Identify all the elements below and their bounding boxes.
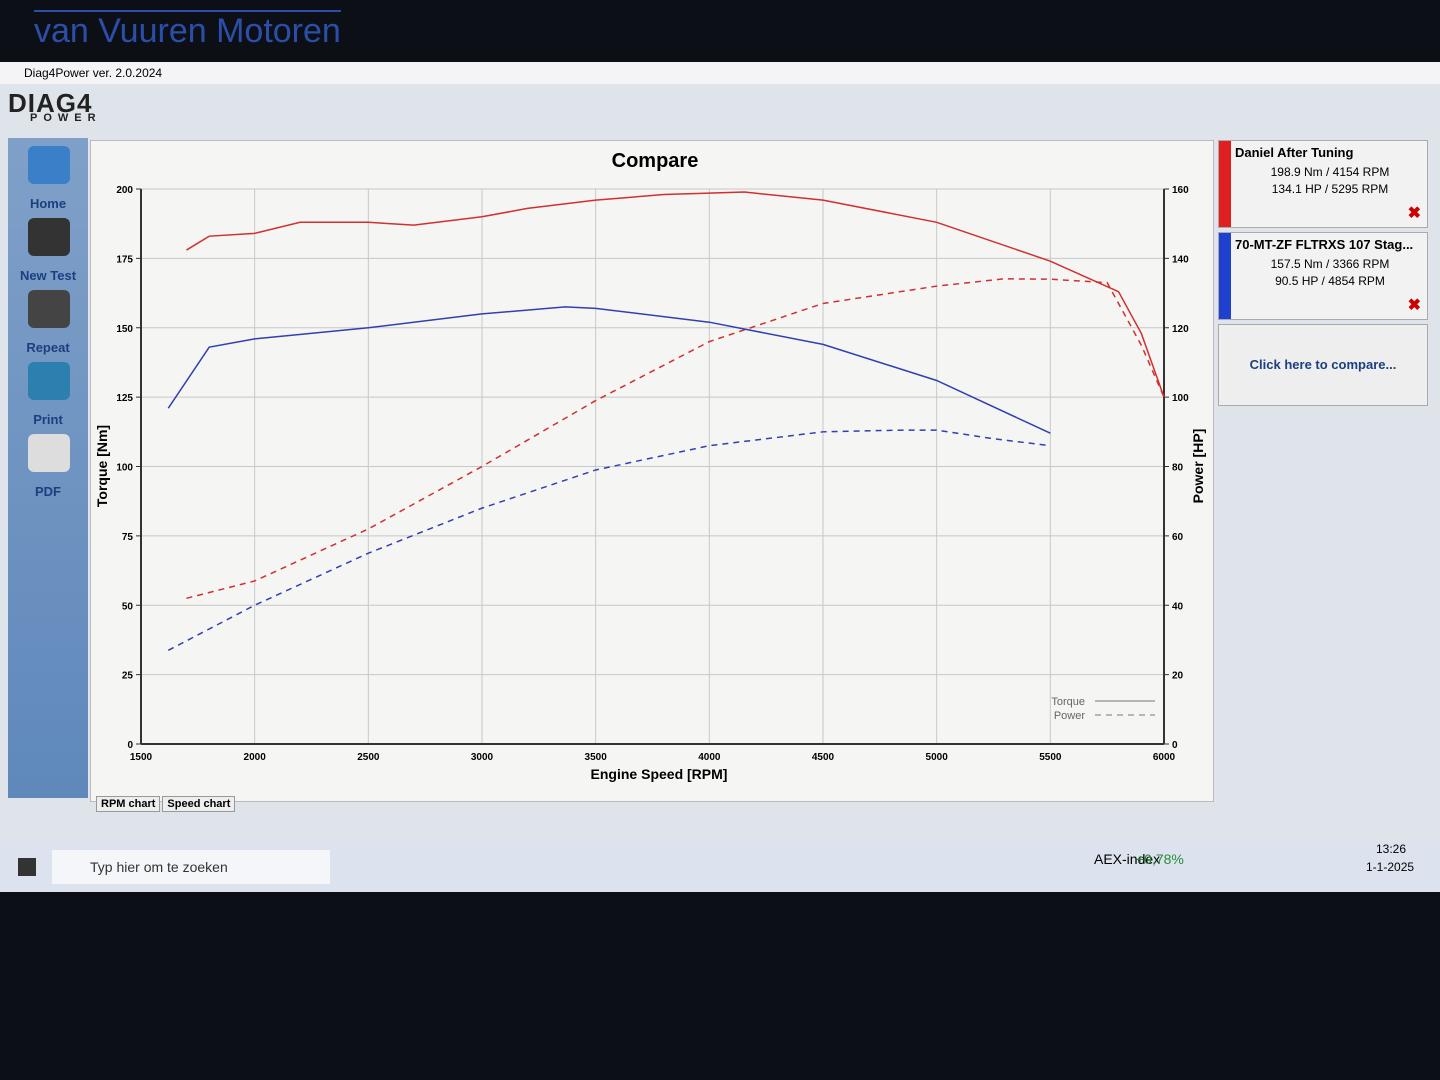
sidebar-item[interactable]: Home: [29, 196, 67, 211]
app-window: Diag4Power ver. 2.0.2024 DIAG4 POWER Hom…: [0, 62, 1440, 842]
x-tick-label: 5500: [1039, 752, 1062, 763]
sidebar-icon: [28, 434, 70, 472]
y2-axis-label: Power [HP]: [1190, 429, 1206, 504]
y-tick-label: 75: [122, 532, 134, 543]
run-color: [1219, 141, 1231, 227]
y2-tick-label: 80: [1172, 463, 1184, 474]
chart-panel: Compare Engine Speed [RPM] Torque [Nm] Powe…: [90, 140, 1214, 802]
run-stat: 198.9 Nm / 4154 RPM: [1270, 165, 1390, 179]
run-stat: 157.5 Nm / 3366 RPM: [1270, 257, 1390, 271]
sidebar-icon: [28, 290, 70, 328]
tabs: RPM chart Speed chart: [96, 796, 237, 812]
logo: DIAG4: [8, 88, 93, 118]
y2-tick-label: 20: [1172, 671, 1184, 682]
sidebar-item[interactable]: New Test: [19, 268, 77, 283]
y-tick-label: 125: [116, 393, 133, 404]
y2-tick-label: 160: [1172, 185, 1189, 196]
run-stat: 90.5 HP / 4854 RPM: [1275, 274, 1385, 288]
remove-button[interactable]: ✖: [1407, 205, 1421, 222]
sidebar-item[interactable]: Print: [33, 412, 63, 427]
x-tick-label: 4000: [698, 752, 721, 763]
y2-tick-label: 60: [1172, 532, 1184, 543]
y2-tick-label: 120: [1172, 324, 1189, 335]
x-tick-label: 6000: [1153, 752, 1176, 763]
y-tick-label: 175: [116, 254, 133, 265]
ticker[interactable]: AEX-index: [1094, 851, 1161, 867]
x-tick-label: 2000: [244, 752, 267, 763]
x-tick-label: 3000: [471, 752, 494, 763]
y-tick-label: 100: [116, 463, 133, 474]
run-card[interactable]: 70-MT-ZF FLTRXS 107 Stag... 157.5 Nm / 33…: [1218, 232, 1428, 320]
y2-tick-label: 140: [1172, 254, 1189, 265]
sidebar: Home New Test Repeat Print PDF: [8, 138, 88, 798]
clock-date: 1-1-2025: [1366, 860, 1415, 874]
x-tick-label: 2500: [357, 752, 380, 763]
start-button[interactable]: [18, 858, 36, 876]
compare-button[interactable]: Click here to compare...: [1218, 324, 1428, 406]
logo-sub: POWER: [30, 112, 102, 124]
remove-button[interactable]: ✖: [1407, 297, 1421, 314]
legend-label: Torque: [1051, 696, 1085, 708]
sidebar-icon: [28, 218, 70, 256]
search-placeholder: Typ hier om te zoeken: [90, 859, 228, 875]
chart-title: Compare: [612, 150, 699, 172]
run-stat: 134.1 HP / 5295 RPM: [1271, 182, 1389, 196]
tab[interactable]: RPM chart: [96, 796, 161, 812]
sidebar-icon: [28, 362, 70, 400]
data-line: [186, 191, 1165, 398]
tab[interactable]: Speed chart: [162, 796, 236, 812]
banner: van Vuuren Motoren: [34, 10, 341, 50]
x-tick-label: 4500: [812, 752, 835, 763]
run-name: Daniel After Tuning: [1235, 145, 1354, 160]
y2-tick-label: 0: [1172, 740, 1178, 751]
run-name: 70-MT-ZF FLTRXS 107 Stag...: [1235, 237, 1414, 252]
x-tick-label: 5000: [926, 752, 949, 763]
ticker-change: +0,78%: [1136, 851, 1184, 867]
clock-time: 13:26: [1376, 842, 1407, 856]
title-bar: Diag4Power ver. 2.0.2024: [0, 62, 1440, 84]
run-color: [1219, 233, 1231, 319]
x-tick-label: 1500: [130, 752, 153, 763]
y-tick-label: 200: [116, 185, 133, 196]
data-line: [167, 429, 1051, 652]
x-tick-label: 3500: [585, 752, 608, 763]
window-title: Diag4Power ver. 2.0.2024: [24, 66, 163, 80]
chart: Compare Engine Speed [RPM] Torque [Nm] Powe…: [94, 150, 1206, 782]
y-tick-label: 50: [122, 601, 134, 612]
run-card[interactable]: Daniel After Tuning 198.9 Nm / 4154 RPM 13…: [1218, 140, 1428, 228]
search-box[interactable]: Typ hier om te zoeken: [52, 850, 330, 884]
y-tick-label: 150: [116, 324, 133, 335]
y-tick-label: 0: [127, 740, 133, 751]
y2-tick-label: 40: [1172, 601, 1184, 612]
taskbar: Typ hier om te zoeken AEX-index +0,78% 1…: [0, 842, 1440, 892]
run-list: Daniel After Tuning 198.9 Nm / 4154 RPM 13…: [1218, 140, 1428, 406]
y-axis-label: Torque [Nm]: [94, 425, 110, 507]
data-line: [186, 278, 1165, 600]
sidebar-item[interactable]: Repeat: [26, 340, 70, 355]
sidebar-item[interactable]: PDF: [35, 484, 61, 499]
y-tick-label: 25: [122, 671, 134, 682]
legend-label: Power: [1054, 710, 1086, 722]
data-line: [167, 306, 1051, 434]
y2-tick-label: 100: [1172, 393, 1189, 404]
sidebar-icon: [28, 146, 70, 184]
x-axis-label: Engine Speed [RPM]: [591, 766, 728, 782]
